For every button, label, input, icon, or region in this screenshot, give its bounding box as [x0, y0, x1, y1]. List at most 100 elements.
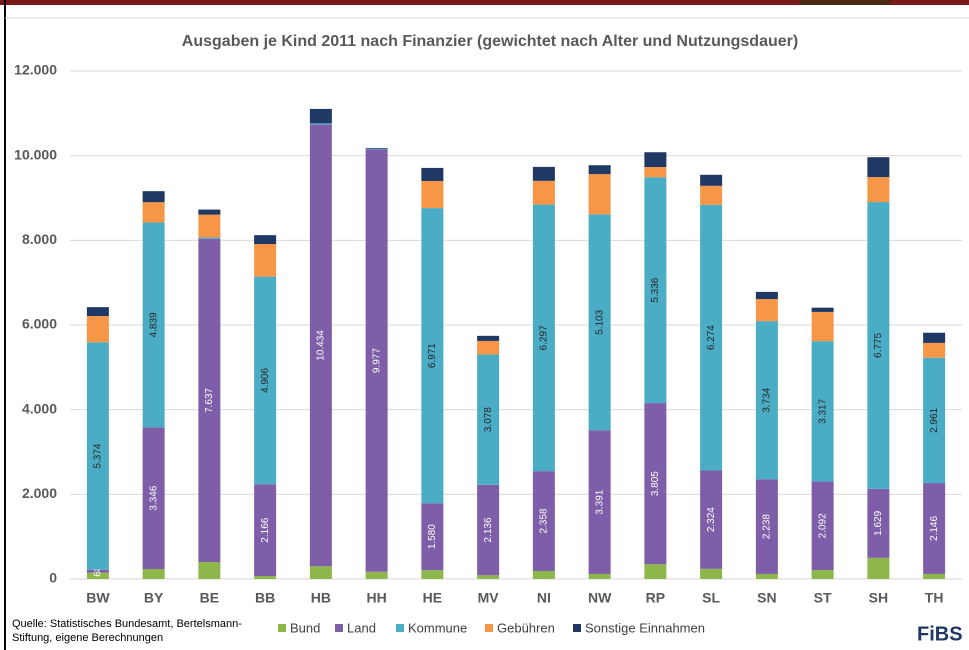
- data-label: 2.238: [762, 514, 773, 539]
- bar-segment: [198, 562, 221, 579]
- legend-label: Gebühren: [497, 620, 555, 635]
- bar-segment: [700, 174, 723, 186]
- bar-segment: [421, 208, 444, 504]
- bar-segment: [755, 479, 778, 574]
- x-tick-label: BE: [200, 590, 219, 606]
- y-tick-label: 8.000: [22, 231, 57, 247]
- bar-segment: [755, 299, 778, 322]
- x-tick-label: NI: [537, 590, 551, 606]
- bar-segment: [254, 484, 277, 577]
- data-label: 2.092: [817, 513, 828, 538]
- legend-label: Bund: [290, 620, 320, 635]
- bar-segment: [532, 180, 555, 205]
- data-label: 6.297: [539, 325, 550, 350]
- bar-segment: [142, 427, 165, 570]
- bar-segment: [365, 571, 388, 579]
- data-label: 2.961: [929, 407, 940, 432]
- chart-title: Ausgaben je Kind 2011 nach Finanzier (ge…: [182, 33, 798, 50]
- legend-swatch: [573, 624, 581, 632]
- bar-segment: [142, 202, 165, 223]
- data-label: 68: [93, 565, 104, 577]
- data-label: 3.805: [650, 471, 661, 496]
- bar-segment: [477, 335, 500, 341]
- bar-segment: [142, 222, 165, 428]
- bar-segment: [700, 185, 723, 205]
- data-label: 3.078: [483, 407, 494, 432]
- y-tick-label: 12.000: [14, 62, 57, 78]
- bar-segment: [923, 357, 946, 484]
- legend-label: Sonstige Einnahmen: [585, 620, 705, 635]
- x-tick-label: TH: [925, 590, 944, 606]
- logo-box: [915, 620, 969, 650]
- bar-segment: [254, 576, 277, 579]
- bar-segment: [755, 291, 778, 300]
- bar-segment: [811, 307, 834, 312]
- bar-segment: [923, 332, 946, 343]
- source-note: Stiftung, eigene Berechnungen: [12, 632, 163, 644]
- x-tick-label: SH: [869, 590, 888, 606]
- bar-segment: [923, 342, 946, 358]
- x-tick-label: SL: [702, 590, 720, 606]
- bar-segment: [86, 572, 109, 579]
- bar-segment: [254, 276, 277, 485]
- bar-segment: [644, 167, 667, 178]
- bar-segment: [867, 488, 890, 558]
- x-tick-label: SN: [757, 590, 776, 606]
- bar-segment: [365, 148, 388, 150]
- x-tick-label: BW: [86, 590, 110, 606]
- y-tick-label: 2.000: [22, 485, 57, 501]
- data-label: 5.374: [93, 443, 104, 468]
- top-band: [0, 0, 969, 5]
- bar-segment: [198, 209, 221, 215]
- data-label: 6.971: [427, 343, 438, 368]
- bar-segment: [811, 311, 834, 342]
- bar-segment: [309, 123, 332, 125]
- bar-segment: [811, 341, 834, 482]
- data-label: 3.391: [594, 489, 605, 514]
- x-tick-label: NW: [588, 590, 612, 606]
- legend-label: Kommune: [408, 620, 467, 635]
- bar-segment: [421, 503, 444, 571]
- data-label: 6.274: [706, 325, 717, 350]
- bar-segment: [700, 204, 723, 471]
- bar-segment: [477, 575, 500, 579]
- bar-segment: [700, 470, 723, 569]
- legend-swatch: [335, 624, 343, 632]
- bar-segment: [254, 244, 277, 277]
- bar-segment: [477, 340, 500, 355]
- bar-segment: [588, 573, 611, 579]
- bar-segment: [867, 202, 890, 489]
- data-label: 3.346: [148, 485, 159, 510]
- bar-segment: [421, 570, 444, 579]
- bar-segment: [588, 430, 611, 574]
- bar-segment: [477, 484, 500, 576]
- y-tick-label: 10.000: [14, 146, 57, 162]
- legend-label: Land: [347, 620, 376, 635]
- data-label: 9.977: [371, 348, 382, 373]
- x-tick-label: HH: [367, 590, 387, 606]
- bar-segment: [755, 573, 778, 579]
- data-label: 10.434: [316, 330, 327, 361]
- x-tick-label: MV: [478, 590, 500, 606]
- data-label: 5.336: [650, 277, 661, 302]
- bar-segment: [644, 403, 667, 565]
- bar-segment: [532, 471, 555, 571]
- y-tick-label: 4.000: [22, 400, 57, 416]
- data-label: 4.839: [148, 312, 159, 337]
- bar-segment: [309, 566, 332, 579]
- top-band-accent: [800, 0, 890, 5]
- legend-swatch: [396, 624, 404, 632]
- bar-segment: [86, 307, 109, 317]
- y-tick-label: 6.000: [22, 316, 57, 332]
- bar-segment: [142, 569, 165, 579]
- bar-segment: [254, 235, 277, 245]
- y-tick-label: 0: [49, 570, 57, 586]
- bar-segment: [421, 167, 444, 182]
- data-label: 2.146: [929, 516, 940, 541]
- logo: FiBS: [917, 623, 963, 645]
- x-tick-label: RP: [646, 590, 665, 606]
- bar-segment: [867, 557, 890, 579]
- bar-segment: [86, 569, 109, 573]
- bar-segment: [923, 483, 946, 574]
